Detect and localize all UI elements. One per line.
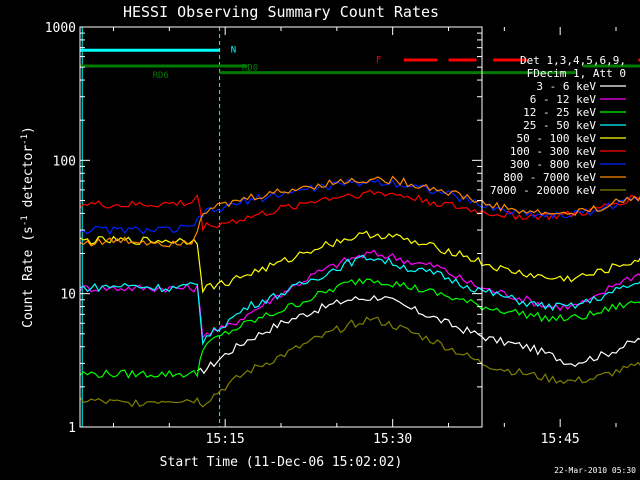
legend-label-6: 300 - 800 keV [510,158,596,171]
flag-label-f: F [376,56,381,66]
series-line-0 [196,294,640,375]
legend-header-0: Det 1,3,4,5,6,9, [520,54,626,67]
x-tick-label-2: 15:45 [541,432,580,447]
legend-header-1: FDecim 1, Att 0 [527,67,626,80]
legend: Det 1,3,4,5,6,9,FDecim 1, Att 03 - 6 keV… [490,54,626,197]
legend-label-2: 12 - 25 keV [523,106,596,119]
legend-label-5: 100 - 300 keV [510,145,596,158]
plot-frame [79,26,483,428]
x-tick-label-0: 15:15 [206,432,245,447]
legend-label-4: 50 - 100 keV [517,132,597,145]
x-tick-label-1: 15:30 [373,432,412,447]
flag-label-n: N [231,45,236,55]
legend-label-0: 3 - 6 keV [536,80,596,93]
legend-label-1: 6 - 12 keV [530,93,597,106]
y-tick-label-0: 1 [68,421,76,436]
series-line-2 [79,278,640,379]
y-axis-label: Count Rate (s-1 detector-1) [20,126,36,328]
legend-label-3: 25 - 50 keV [523,119,596,132]
chart-title: HESSI Observing Summary Count Rates [123,3,439,21]
y-tick-label-2: 100 [53,154,76,169]
flag-label-rd0: RD0 [242,64,258,74]
footer-timestamp: 22-Mar-2010 05:30 [554,466,636,475]
series-line-4 [79,230,640,294]
legend-label-8: 7000 - 20000 keV [490,184,596,197]
flag-label-rd6: RD6 [153,71,169,81]
series-line-6 [79,178,640,236]
series-line-5 [79,189,640,232]
x-axis-label: Start Time (11-Dec-06 15:02:02) [160,455,403,470]
series-line-3 [79,254,640,346]
series-line-8 [79,316,640,408]
y-tick-label-3: 1000 [45,21,76,36]
legend-label-7: 800 - 7000 keV [503,171,596,184]
y-tick-label-1: 10 [60,288,76,303]
series-line-7 [79,175,640,248]
